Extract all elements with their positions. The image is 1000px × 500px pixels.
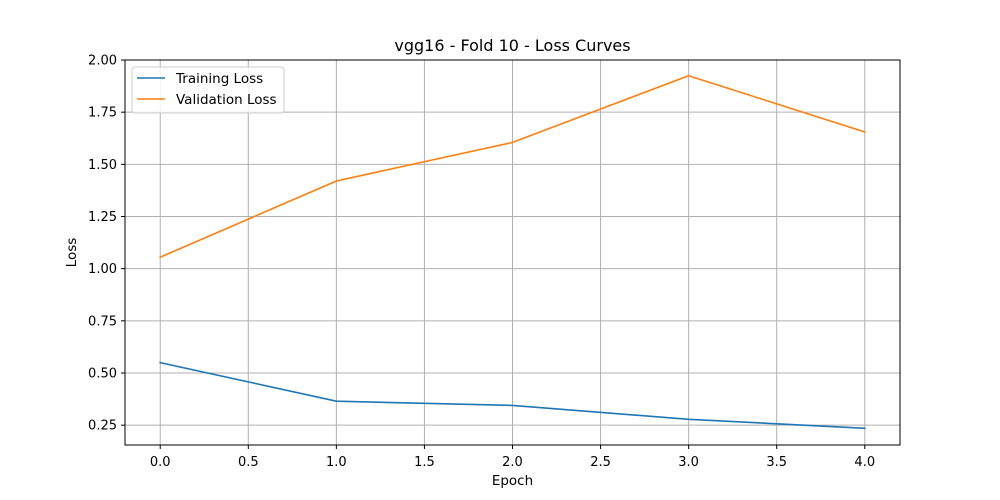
series-lines bbox=[159, 74, 866, 430]
y-tick-label: 0.50 bbox=[88, 367, 117, 382]
y-tick-label: 1.00 bbox=[88, 262, 117, 277]
x-tick-label: 0.5 bbox=[238, 455, 259, 470]
x-tick-label: 2.0 bbox=[502, 455, 523, 470]
x-tick-label: 1.5 bbox=[414, 455, 435, 470]
y-tick-label: 1.25 bbox=[88, 210, 117, 225]
y-axis-label: Loss bbox=[64, 238, 80, 268]
series-line-validation-loss bbox=[159, 74, 866, 259]
y-tick-label: 0.75 bbox=[88, 314, 117, 329]
y-tick-label: 1.50 bbox=[88, 158, 117, 173]
chart-title: vgg16 - Fold 10 - Loss Curves bbox=[394, 36, 630, 55]
y-tick-label: 1.75 bbox=[88, 106, 117, 121]
legend: Training Loss Validation Loss bbox=[131, 66, 285, 114]
x-tick-label: 0.0 bbox=[150, 455, 171, 470]
y-tick-label: 0.25 bbox=[88, 419, 117, 434]
y-tick-label: 2.00 bbox=[88, 54, 117, 69]
x-tick-label: 3.0 bbox=[678, 455, 699, 470]
x-tick-label: 4.0 bbox=[854, 455, 875, 470]
x-tick-label: 1.0 bbox=[326, 455, 347, 470]
legend-label-validation: Validation Loss bbox=[176, 92, 277, 108]
x-tick-label: 3.5 bbox=[766, 455, 787, 470]
series-line-training-loss bbox=[159, 361, 866, 430]
axis-ticks: 0.0 0.5 1.0 1.5 2.0 2.5 3.0 3.5 4.0 0.25 0.50 0.75 1… bbox=[88, 54, 875, 471]
x-tick-label: 2.5 bbox=[590, 455, 611, 470]
legend-box bbox=[131, 66, 285, 114]
legend-label-training: Training Loss bbox=[175, 71, 263, 87]
grid bbox=[125, 59, 900, 445]
x-axis-label: Epoch bbox=[492, 473, 533, 489]
